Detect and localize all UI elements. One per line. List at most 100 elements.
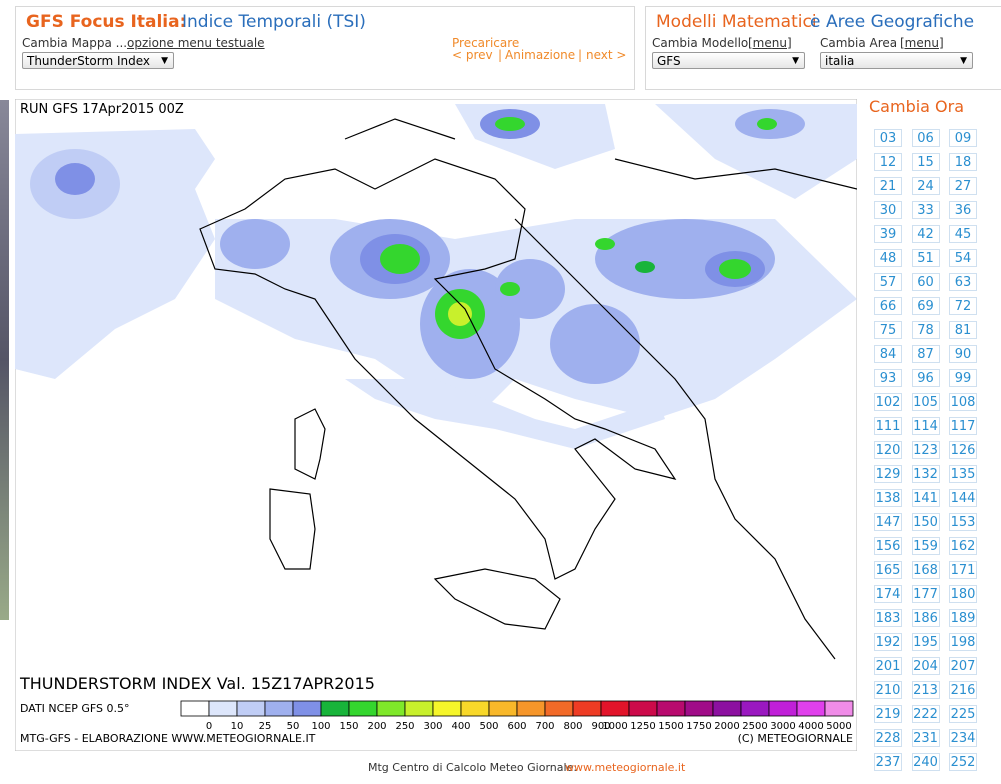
legend-swatch xyxy=(516,700,546,717)
hour-link[interactable]: 228 xyxy=(874,729,902,747)
hour-link[interactable]: 177 xyxy=(911,585,940,603)
hour-link[interactable]: 120 xyxy=(874,441,902,459)
hour-link[interactable]: 132 xyxy=(911,465,940,483)
hour-link[interactable]: 84 xyxy=(874,345,902,363)
hour-link[interactable]: 192 xyxy=(874,633,902,651)
text-menu-link[interactable]: opzione menu testuale xyxy=(127,36,265,50)
hour-link[interactable]: 60 xyxy=(911,273,940,291)
hour-link[interactable]: 219 xyxy=(874,705,902,723)
hour-link[interactable]: 222 xyxy=(911,705,940,723)
hour-link[interactable]: 24 xyxy=(911,177,940,195)
hour-link[interactable]: 30 xyxy=(874,201,902,219)
hour-link[interactable]: 201 xyxy=(874,657,902,675)
animation-link[interactable]: Animazione xyxy=(505,48,576,62)
hour-link[interactable]: 111 xyxy=(874,417,902,435)
hour-link[interactable]: 147 xyxy=(874,513,902,531)
hour-link[interactable]: 129 xyxy=(874,465,902,483)
hour-link[interactable]: 39 xyxy=(874,225,902,243)
hour-link[interactable]: 189 xyxy=(949,609,977,627)
hour-link[interactable]: 198 xyxy=(949,633,977,651)
hour-link[interactable]: 114 xyxy=(911,417,940,435)
hour-link[interactable]: 87 xyxy=(911,345,940,363)
hour-link[interactable]: 75 xyxy=(874,321,902,339)
hour-link[interactable]: 06 xyxy=(911,129,940,147)
area-select[interactable]: italia xyxy=(820,52,973,70)
hour-link[interactable]: 90 xyxy=(949,345,977,363)
hour-link[interactable]: 36 xyxy=(949,201,977,219)
hour-link[interactable]: 96 xyxy=(911,369,940,387)
legend-label: 100 xyxy=(311,721,330,732)
hour-link[interactable]: 12 xyxy=(874,153,902,171)
hour-link[interactable]: 21 xyxy=(874,177,902,195)
footer-link[interactable]: www.meteogiornale.it xyxy=(565,761,686,774)
legend-label: 1250 xyxy=(630,721,655,732)
hour-link[interactable]: 159 xyxy=(911,537,940,555)
hour-link[interactable]: 15 xyxy=(911,153,940,171)
hour-link[interactable]: 240 xyxy=(911,753,940,771)
hour-link[interactable]: 27 xyxy=(949,177,977,195)
model-select[interactable]: GFS xyxy=(652,52,805,70)
hour-link[interactable]: 54 xyxy=(949,249,977,267)
hour-link[interactable]: 138 xyxy=(874,489,902,507)
hour-link[interactable]: 156 xyxy=(874,537,902,555)
map-select[interactable]: ThunderStorm Index xyxy=(22,52,174,70)
hour-link[interactable]: 231 xyxy=(911,729,940,747)
hour-link[interactable]: 45 xyxy=(949,225,977,243)
area-menu-link[interactable]: [menu] xyxy=(900,36,944,50)
hour-link[interactable]: 174 xyxy=(874,585,902,603)
hour-link[interactable]: 153 xyxy=(949,513,977,531)
hour-link[interactable]: 210 xyxy=(874,681,902,699)
hour-link[interactable]: 234 xyxy=(949,729,977,747)
hour-link[interactable]: 195 xyxy=(911,633,940,651)
hour-link[interactable]: 117 xyxy=(949,417,977,435)
hour-link[interactable]: 33 xyxy=(911,201,940,219)
hour-link[interactable]: 09 xyxy=(949,129,977,147)
hour-link[interactable]: 105 xyxy=(911,393,940,411)
hour-link[interactable]: 102 xyxy=(874,393,902,411)
hour-link[interactable]: 162 xyxy=(949,537,977,555)
hour-link[interactable]: 18 xyxy=(949,153,977,171)
legend-swatch xyxy=(460,700,490,717)
legend-swatch xyxy=(684,700,714,717)
hour-link[interactable]: 99 xyxy=(949,369,977,387)
hour-link[interactable]: 252 xyxy=(949,753,977,771)
legend-label: 500 xyxy=(479,721,498,732)
hour-link[interactable]: 207 xyxy=(949,657,977,675)
hour-link[interactable]: 63 xyxy=(949,273,977,291)
model-menu-link[interactable]: [menu] xyxy=(748,36,792,50)
hour-link[interactable]: 168 xyxy=(911,561,940,579)
hour-link[interactable]: 237 xyxy=(874,753,902,771)
hour-link[interactable]: 123 xyxy=(911,441,940,459)
hour-link[interactable]: 72 xyxy=(949,297,977,315)
hour-link[interactable]: 48 xyxy=(874,249,902,267)
prev-link[interactable]: < prev xyxy=(452,48,493,62)
hour-link[interactable]: 78 xyxy=(911,321,940,339)
hour-link[interactable]: 183 xyxy=(874,609,902,627)
title-bold: GFS Focus Italia: xyxy=(26,12,187,32)
hour-link[interactable]: 51 xyxy=(911,249,940,267)
hour-link[interactable]: 150 xyxy=(911,513,940,531)
hour-link[interactable]: 204 xyxy=(911,657,940,675)
next-link[interactable]: next > xyxy=(586,48,627,62)
hour-link[interactable]: 42 xyxy=(911,225,940,243)
hour-link[interactable]: 213 xyxy=(911,681,940,699)
hour-link[interactable]: 186 xyxy=(911,609,940,627)
hour-link[interactable]: 126 xyxy=(949,441,977,459)
hour-link[interactable]: 171 xyxy=(949,561,977,579)
hour-link[interactable]: 144 xyxy=(949,489,977,507)
hour-link[interactable]: 108 xyxy=(949,393,977,411)
hour-link[interactable]: 03 xyxy=(874,129,902,147)
hour-link[interactable]: 216 xyxy=(949,681,977,699)
header-panel: GFS Focus Italia: Indice Temporali (TSI)… xyxy=(15,6,635,90)
hour-link[interactable]: 69 xyxy=(911,297,940,315)
hour-link[interactable]: 135 xyxy=(949,465,977,483)
hour-link[interactable]: 66 xyxy=(874,297,902,315)
hour-link[interactable]: 141 xyxy=(911,489,940,507)
hour-link[interactable]: 180 xyxy=(949,585,977,603)
hour-link[interactable]: 57 xyxy=(874,273,902,291)
hour-link[interactable]: 225 xyxy=(949,705,977,723)
hour-link[interactable]: 81 xyxy=(949,321,977,339)
hour-link[interactable]: 165 xyxy=(874,561,902,579)
models-and: e xyxy=(810,12,821,32)
hour-link[interactable]: 93 xyxy=(874,369,902,387)
